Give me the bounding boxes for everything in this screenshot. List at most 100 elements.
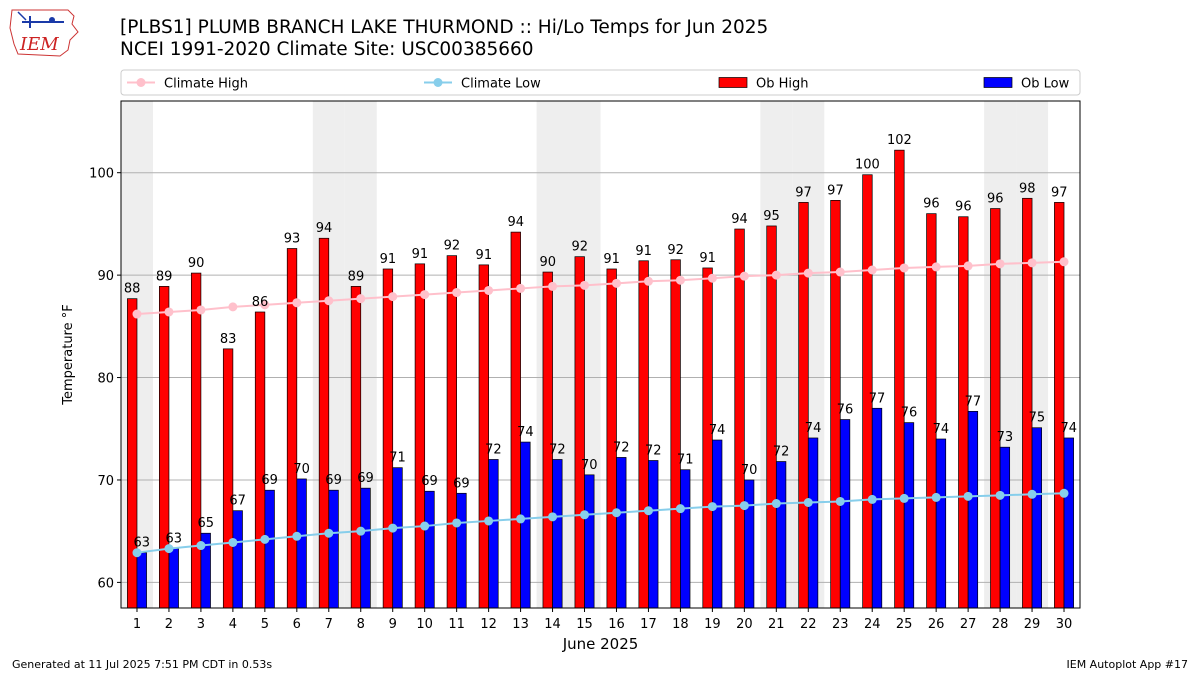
ob-low-label: 71	[389, 451, 406, 466]
ob-low-label: 69	[261, 473, 278, 488]
climate-low-point	[803, 498, 813, 508]
ob-low-bar	[264, 489, 275, 609]
climate-low-point	[643, 506, 653, 516]
ob-high-label: 96	[987, 192, 1004, 207]
climate-low-point	[1059, 488, 1069, 498]
ob-low-label: 63	[134, 536, 151, 551]
x-tick-label: 26	[928, 617, 945, 632]
climate-high-point	[164, 307, 174, 317]
chart-title: [PLBS1] PLUMB BRANCH LAKE THURMOND :: Hi…	[120, 17, 769, 38]
x-axis-title: June 2025	[562, 635, 639, 653]
ob-high-bar	[990, 208, 1001, 609]
ob-low-label: 69	[453, 476, 470, 491]
climate-high-point	[324, 296, 334, 306]
x-tick-label: 3	[197, 617, 205, 632]
ob-low-label: 72	[485, 442, 502, 457]
ob-high-bar	[478, 264, 489, 609]
ob-low-bar	[743, 479, 755, 609]
climate-low-point	[963, 491, 973, 501]
climate-high-point	[484, 285, 494, 295]
ob-low-bar	[648, 460, 659, 609]
climate-high-point	[1027, 258, 1037, 268]
footer-generated: Generated at 11 Jul 2025 7:51 PM CDT in …	[12, 658, 273, 671]
climate-high-point	[356, 294, 366, 304]
legend: Climate High Climate Low Ob High Ob Low	[120, 69, 1081, 96]
climate-low-point	[452, 518, 462, 528]
ob-high-bar	[574, 256, 585, 609]
climate-high-point	[260, 300, 270, 310]
ob-low-label: 69	[357, 471, 374, 486]
ob-low-label: 76	[901, 406, 918, 421]
ob-high-label: 94	[316, 221, 333, 236]
ob-low-bar	[168, 548, 179, 609]
ob-low-label: 67	[229, 494, 246, 509]
climate-high-point	[420, 290, 430, 300]
y-tick-label: 80	[97, 372, 114, 387]
climate-low-point	[132, 548, 142, 558]
climate-low-point	[611, 508, 621, 518]
ob-low-bar	[456, 492, 467, 609]
ob-low-label: 74	[1061, 421, 1078, 436]
ob-low-label: 74	[933, 422, 950, 437]
climate-low-point	[324, 528, 334, 538]
climate-lines	[132, 257, 1069, 558]
x-tick-label: 8	[357, 617, 365, 632]
ob-low-bar	[360, 487, 371, 609]
climate-low-point	[771, 499, 781, 509]
climate-high-point	[548, 281, 558, 291]
ob-low-bar	[328, 489, 339, 609]
x-tick-label: 10	[416, 617, 433, 632]
chart-subtitle: NCEI 1991-2020 Climate Site: USC00385660	[120, 39, 534, 60]
ob-high-bar	[670, 259, 681, 609]
ob-low-bar	[488, 459, 499, 609]
x-tick-label: 20	[736, 617, 753, 632]
ob-high-label: 95	[763, 209, 780, 224]
ob-low-label: 75	[1029, 411, 1046, 426]
climate-low-point	[388, 523, 398, 533]
ob-high-bar	[254, 311, 266, 609]
ob-low-bar	[520, 441, 531, 609]
ob-low-bar	[232, 510, 243, 609]
ob-low-label: 70	[741, 463, 758, 478]
ob-low-label: 69	[421, 474, 438, 489]
climate-high-point	[643, 276, 653, 286]
ob-high-label: 92	[667, 243, 684, 258]
ob-high-bar	[382, 268, 394, 609]
ob-high-label: 94	[731, 212, 748, 227]
footer-app: IEM Autoplot App #17	[1066, 658, 1189, 671]
y-axis-title: Temperature °F	[61, 304, 76, 405]
climate-low-point	[835, 496, 845, 506]
ob-low-label: 76	[837, 403, 854, 418]
climate-low-point	[260, 534, 270, 544]
x-tick-label: 11	[448, 617, 465, 632]
legend-box	[120, 69, 1081, 96]
ob-high-label: 91	[380, 252, 397, 267]
climate-low-point	[548, 512, 558, 522]
legend-climate-low-marker	[433, 78, 443, 87]
legend-climate-low-label: Climate Low	[461, 77, 541, 92]
x-tick-label: 28	[992, 617, 1009, 632]
climate-low-point	[739, 501, 749, 511]
climate-high-point	[388, 292, 398, 302]
ob-low-bar	[296, 478, 307, 609]
ob-high-bar	[159, 286, 170, 609]
x-tick-label: 19	[704, 617, 721, 632]
legend-climate-high-marker	[136, 78, 146, 87]
climate-high-point	[132, 309, 142, 319]
climate-high-point	[899, 263, 909, 273]
x-tick-label: 2	[165, 617, 173, 632]
iem-logo: IEM	[9, 9, 79, 57]
ob-low-label: 77	[869, 391, 886, 406]
ob-low-label: 65	[197, 516, 214, 531]
climate-high-line	[136, 260, 1065, 316]
climate-low-point	[580, 510, 590, 520]
climate-high-point	[835, 267, 845, 277]
ob-high-label: 94	[508, 215, 525, 230]
climate-low-point	[484, 516, 494, 526]
x-tick-label: 23	[832, 617, 849, 632]
climate-high-point	[228, 302, 238, 312]
climate-high-point	[675, 275, 685, 285]
ob-high-bar	[958, 216, 969, 609]
climate-high-point	[452, 288, 462, 298]
